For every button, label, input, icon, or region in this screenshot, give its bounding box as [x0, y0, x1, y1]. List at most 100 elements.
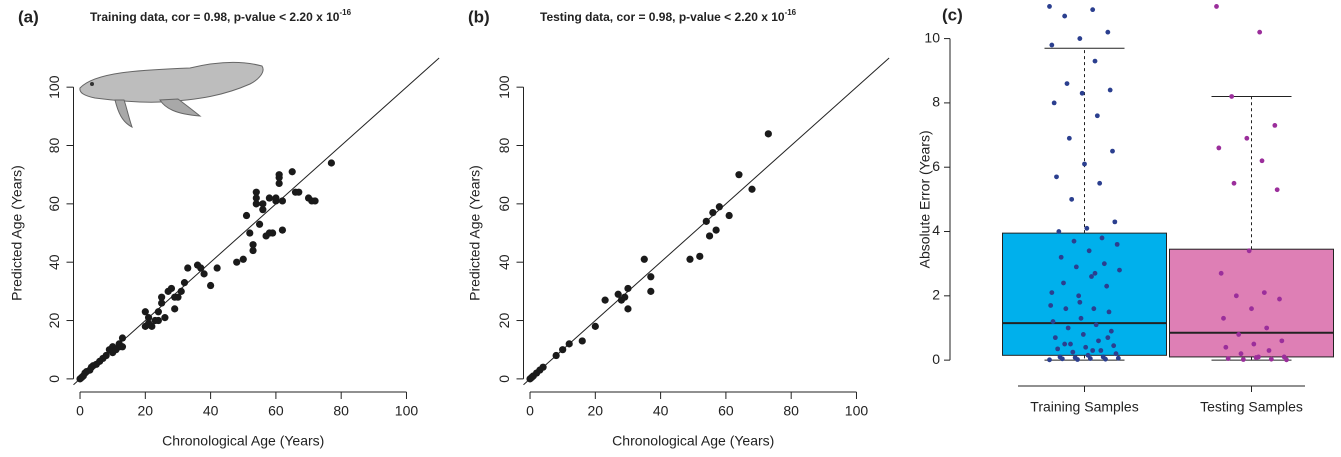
point — [1080, 332, 1086, 337]
point — [1087, 356, 1093, 361]
y-tick-label: 0 — [46, 375, 62, 383]
y-tick-label: 0 — [496, 375, 512, 383]
x-tick-label: 0 — [526, 403, 534, 419]
point — [213, 264, 221, 272]
point — [255, 220, 264, 228]
point — [1256, 354, 1261, 360]
point — [1257, 29, 1263, 35]
point — [1117, 267, 1122, 273]
point — [1049, 290, 1055, 296]
point — [158, 293, 166, 301]
point — [1076, 293, 1082, 299]
point — [1091, 306, 1097, 312]
x-axis-title: Chronological Age (Years) — [162, 433, 324, 449]
point — [1268, 356, 1274, 362]
x-tick-label: 60 — [268, 403, 284, 419]
point — [1073, 264, 1079, 270]
point — [1047, 357, 1052, 363]
point — [559, 346, 567, 354]
y-tick-label: 4 — [932, 222, 940, 238]
point — [1083, 344, 1089, 350]
point — [184, 264, 192, 272]
chart-title-superscript: -16 — [785, 8, 797, 17]
point — [278, 197, 287, 205]
point — [1058, 254, 1064, 260]
point — [712, 226, 720, 234]
point — [275, 179, 283, 188]
point — [252, 194, 260, 202]
y-tick-label: 60 — [46, 196, 62, 212]
point — [1223, 344, 1229, 350]
chart-title-text: Testing data, cor = 0.98, p-value < 2.20… — [540, 10, 785, 24]
point — [200, 270, 208, 278]
point — [1105, 335, 1111, 341]
point — [686, 255, 694, 263]
x-tick-label: 20 — [138, 403, 154, 419]
point — [311, 197, 319, 205]
chart-title: Testing data, cor = 0.98, p-value < 2.20… — [540, 8, 797, 24]
x-tick-label: 100 — [395, 403, 419, 419]
fish-illustration — [79, 61, 264, 128]
x-tick-label: 60 — [718, 403, 734, 419]
point — [252, 188, 260, 196]
chart-title-text: Training data, cor = 0.98, p-value < 2.2… — [90, 10, 340, 24]
point — [1065, 325, 1071, 331]
point — [1108, 328, 1114, 334]
point — [1049, 42, 1055, 48]
point — [539, 363, 547, 371]
point — [1272, 123, 1278, 128]
point — [177, 287, 185, 295]
point — [1216, 145, 1222, 151]
x-axis-title: Chronological Age (Years) — [612, 433, 774, 449]
x-tick-label: 0 — [76, 403, 84, 419]
point — [242, 211, 251, 220]
point — [1284, 357, 1289, 363]
point — [621, 293, 629, 301]
x-tick-label: 20 — [588, 403, 604, 419]
point — [702, 217, 710, 225]
point — [1218, 270, 1224, 276]
point — [1064, 81, 1070, 87]
point — [1099, 235, 1105, 241]
point — [1050, 319, 1056, 324]
point — [1103, 356, 1108, 362]
point — [1114, 241, 1120, 247]
point — [1233, 293, 1239, 299]
y-tick-label: 0 — [932, 351, 940, 367]
point — [167, 284, 176, 293]
point — [1244, 135, 1250, 141]
point — [154, 308, 162, 316]
x-tick-label: 80 — [333, 403, 349, 419]
point — [1246, 248, 1252, 254]
y-tick-label: 20 — [496, 313, 512, 329]
point — [725, 211, 733, 220]
point — [1055, 346, 1061, 352]
point — [252, 200, 260, 208]
point — [1221, 315, 1226, 321]
point — [578, 337, 586, 345]
point — [1059, 356, 1065, 362]
point — [1251, 341, 1257, 347]
point — [1077, 299, 1083, 305]
chart-title-superscript: -16 — [339, 8, 351, 17]
y-axis-title: Absolute Error (Years) — [917, 130, 933, 268]
x-tick-label: Training Samples — [1030, 399, 1138, 415]
point — [1063, 306, 1069, 312]
y-tick-label: 2 — [932, 287, 940, 303]
identity-line — [73, 57, 440, 386]
point — [624, 305, 632, 313]
point — [249, 241, 257, 249]
y-tick-label: 100 — [496, 75, 512, 99]
y-tick-label: 6 — [932, 158, 940, 174]
y-tick-label: 60 — [496, 196, 512, 212]
x-tick-label: 100 — [845, 403, 869, 419]
point — [1113, 351, 1119, 357]
point — [1261, 290, 1267, 296]
point — [1075, 357, 1080, 362]
point — [288, 168, 296, 176]
point — [275, 171, 283, 179]
point — [1110, 148, 1115, 154]
box — [1169, 248, 1334, 358]
point — [278, 226, 287, 234]
